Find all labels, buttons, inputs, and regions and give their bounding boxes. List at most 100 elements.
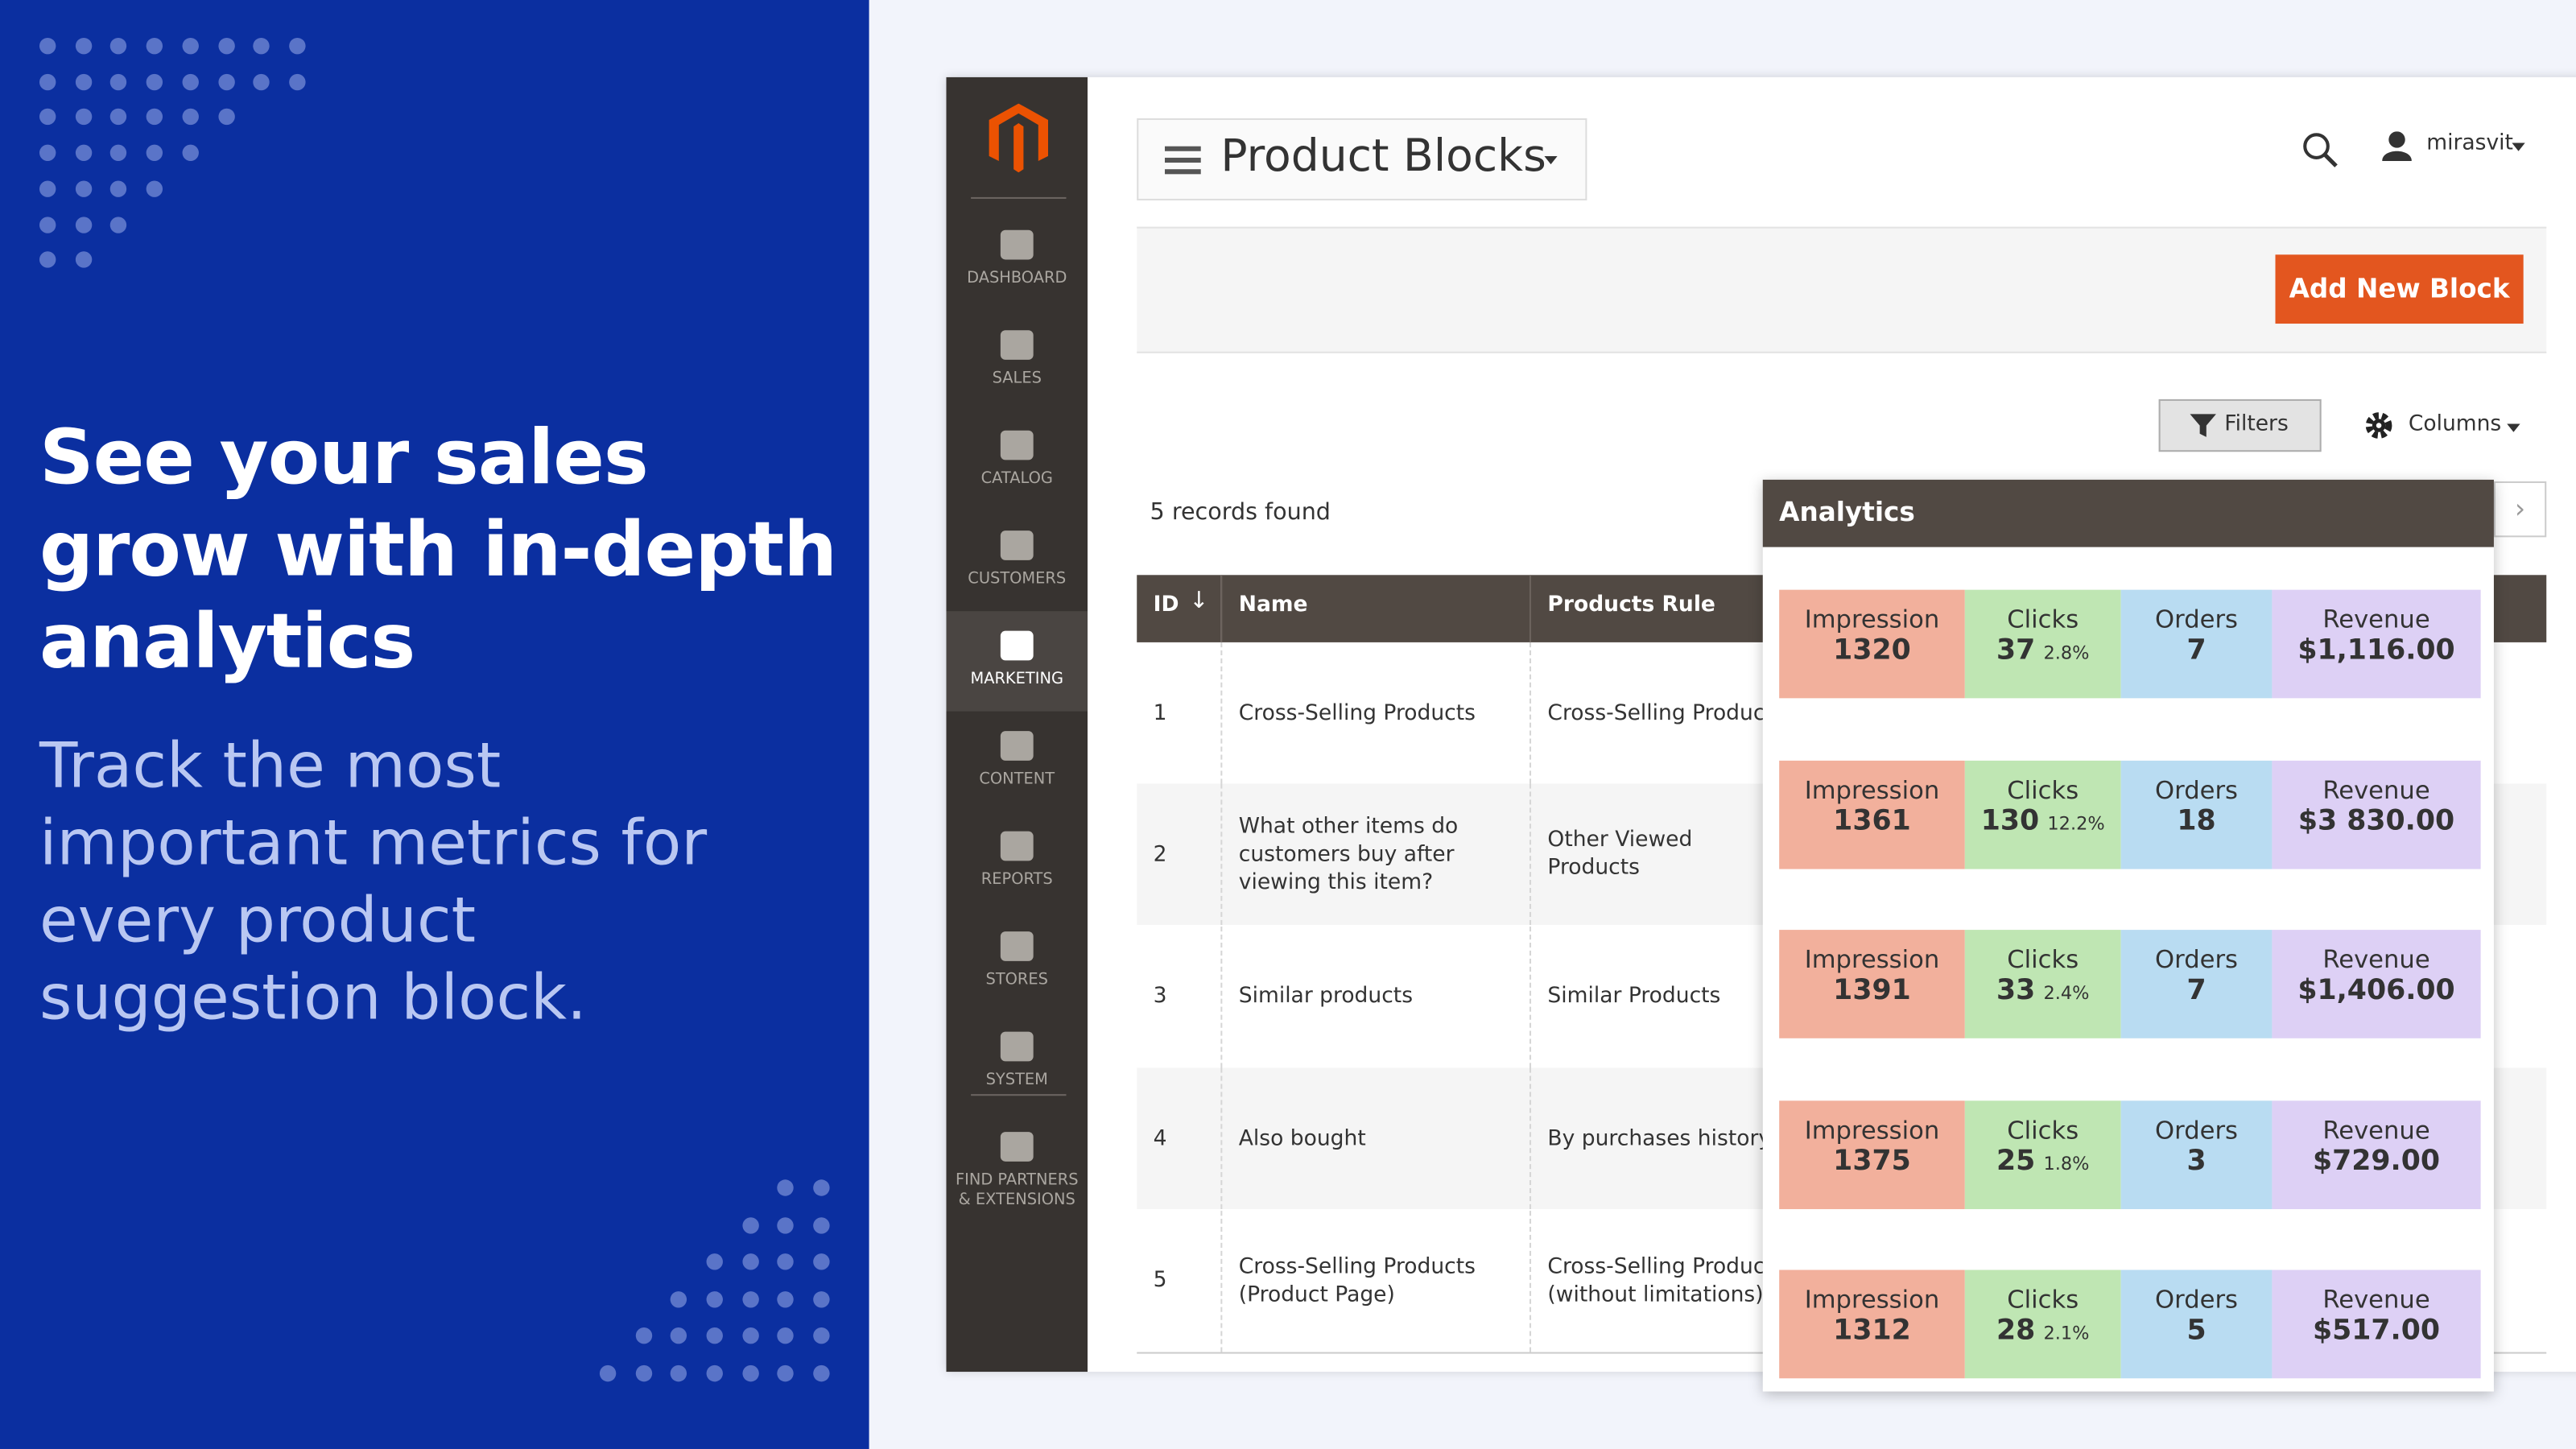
metric-label: Clicks	[2007, 944, 2079, 975]
clicks-cell: Clicks 37 2.8%	[1964, 589, 2121, 699]
user-icon	[2382, 131, 2412, 161]
decor-dot	[671, 1327, 687, 1344]
analytics-title: Analytics	[1762, 479, 2494, 547]
decor-dot	[182, 109, 199, 126]
impression-cell: Impression 1391	[1779, 930, 1965, 1038]
metric-value: $1,116.00	[2297, 634, 2455, 667]
metric-value: 1312	[1833, 1314, 1911, 1348]
menu-item[interactable]: FIND PARTNERS & EXTENSIONS	[947, 1113, 1088, 1212]
promo-title: See your sales grow with in-depth analyt…	[39, 412, 837, 686]
menu-item[interactable]: CONTENT	[947, 712, 1088, 811]
decor-dot	[777, 1253, 795, 1270]
metric-label: Clicks	[2007, 774, 2079, 804]
menu-icon	[1000, 731, 1034, 761]
clicks-cell: Clicks 130 12.2%	[1964, 759, 2121, 869]
metric-label: Impression	[1804, 944, 1940, 975]
decor-dot	[75, 73, 92, 90]
decor-dot	[182, 37, 199, 55]
decor-dot	[110, 37, 127, 55]
cell-text: Similar Products	[1529, 926, 1807, 1068]
impression-cell: Impression 1320	[1779, 589, 1965, 699]
decor-dot	[75, 251, 92, 269]
menu-label: MARKETING	[970, 670, 1064, 689]
caret	[1544, 155, 1558, 165]
columns-button[interactable]: Columns	[2408, 412, 2502, 437]
filter-icon	[2190, 414, 2217, 437]
page-title-box[interactable]: Product Blocks	[1137, 118, 1587, 200]
revenue-cell: Revenue $1,406.00	[2272, 930, 2481, 1038]
menu-label: CONTENT	[979, 770, 1055, 789]
column-header: Name	[1220, 575, 1530, 642]
revenue-cell: Revenue $729.00	[2272, 1100, 2481, 1209]
metric-value: 28	[1996, 1314, 2036, 1348]
menu-item[interactable]: SYSTEM	[947, 1012, 1088, 1112]
metric-value: 1361	[1833, 803, 1911, 837]
orders-cell: Orders 3	[2120, 1100, 2273, 1209]
menu-icon	[1000, 931, 1034, 961]
decor-dot	[813, 1216, 830, 1233]
decor-dot	[813, 1179, 830, 1196]
metric-label: Revenue	[2322, 944, 2430, 975]
orders-cell: Orders 7	[2120, 589, 2273, 699]
decor-dot	[777, 1216, 795, 1233]
decor-dot	[217, 73, 234, 90]
promo-subtitle: Track the most important metrics for eve…	[39, 729, 708, 1034]
impression-cell: Impression 1361	[1779, 759, 1965, 869]
revenue-cell: Revenue $3 830.00	[2272, 759, 2481, 869]
menu-icon	[1000, 831, 1034, 861]
cell-text: Cross-Selling Products (Product Page)	[1220, 1210, 1530, 1352]
impression-cell: Impression 1312	[1779, 1269, 1965, 1379]
menu-icon	[1164, 146, 1201, 175]
search-icon[interactable]	[2301, 131, 2338, 167]
menu-item[interactable]: CUSTOMERS	[947, 511, 1088, 611]
menu-item[interactable]: DASHBOARD	[947, 210, 1088, 310]
menu-icon	[1000, 330, 1034, 360]
metric-value: 3	[2186, 1144, 2207, 1178]
decor-dot	[253, 73, 270, 90]
decor-dot	[813, 1327, 830, 1344]
cell-text: 2	[1153, 842, 1167, 868]
menu-item[interactable]: SALES	[947, 311, 1088, 411]
decor-dot	[813, 1253, 830, 1270]
decor-dot	[813, 1290, 830, 1307]
menu-item[interactable]: MARKETING	[946, 611, 1088, 712]
metric-value: 130	[1980, 803, 2040, 837]
menu-icon	[1000, 530, 1034, 560]
next-page[interactable]: ›	[2493, 481, 2547, 538]
ctr-value: 1.8%	[2043, 1152, 2090, 1174]
menu-item[interactable]: STORES	[947, 912, 1088, 1012]
decor-dot	[110, 109, 127, 126]
promo-panel: See your sales grow with in-depth analyt…	[0, 0, 869, 1449]
metric-value: 25	[1996, 1144, 2036, 1178]
impression-cell: Impression 1375	[1779, 1100, 1965, 1209]
decor-dot	[741, 1290, 759, 1307]
metric-label: Revenue	[2322, 1284, 2430, 1315]
user-name[interactable]: mirasvit	[2426, 131, 2513, 156]
metric-value: $1,406.00	[2297, 974, 2455, 1008]
menu-item[interactable]: REPORTS	[947, 811, 1088, 911]
decor-dot	[75, 109, 92, 126]
menu-label: CATALOG	[980, 469, 1053, 489]
decor-dot	[706, 1290, 723, 1307]
clicks-cell: Clicks 33 2.4%	[1964, 930, 2121, 1038]
ctr-value: 2.8%	[2043, 642, 2090, 664]
caret	[2507, 423, 2520, 432]
menu-label: STORES	[985, 971, 1048, 989]
metric-label: Revenue	[2322, 1114, 2430, 1145]
menu-item[interactable]: CATALOG	[947, 411, 1088, 510]
decor-dot	[599, 1364, 616, 1381]
decor-dot	[253, 37, 270, 55]
analytics-popup: Analytics Impression 1320 Clicks 37 2.8% Orde…	[1762, 479, 2494, 1392]
metric-label: Orders	[2155, 1114, 2239, 1145]
decor-dot	[741, 1327, 759, 1344]
cell-text: Also bought	[1220, 1067, 1530, 1210]
ctr-value: 2.4%	[2043, 982, 2090, 1004]
metric-value: 7	[2186, 634, 2207, 667]
clicks-cell: Clicks 25 1.8%	[1964, 1100, 2121, 1209]
decor-dot	[217, 109, 234, 126]
decor-dot	[706, 1364, 723, 1381]
add-button[interactable]: Add New Block	[2275, 254, 2524, 324]
cell-text: By purchases history	[1529, 1067, 1807, 1210]
decor-dot	[110, 144, 127, 162]
filters-button[interactable]: Filters	[2158, 398, 2322, 452]
